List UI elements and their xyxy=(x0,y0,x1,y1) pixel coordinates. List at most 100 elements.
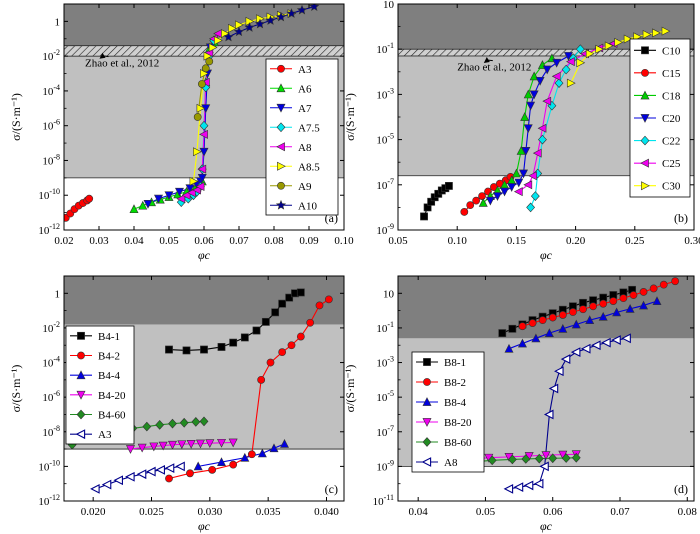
data-point xyxy=(296,4,308,15)
series-line-b8-2 xyxy=(522,280,676,327)
data-point xyxy=(193,461,203,471)
data-point xyxy=(538,316,547,325)
data-point xyxy=(534,453,544,464)
data-point xyxy=(535,76,545,86)
y-tick-label: 10-9 xyxy=(376,458,394,473)
data-point xyxy=(265,15,276,25)
data-point xyxy=(598,311,608,321)
data-point xyxy=(101,479,112,490)
legend: A3 A6 A7 A7.5 A8 A8.5 A9 A10 xyxy=(265,58,339,216)
legend-label: A7.5 xyxy=(298,122,320,134)
legend-item: A6 xyxy=(270,83,312,95)
y-tick-label: 1 xyxy=(55,288,61,300)
legend-label: B4-20 xyxy=(98,390,126,402)
y-tick-base: 10 xyxy=(42,427,54,439)
data-point xyxy=(579,305,587,314)
legend-item: C18 xyxy=(634,90,681,102)
data-point xyxy=(228,23,237,33)
data-point xyxy=(315,301,324,310)
legend-marker xyxy=(641,181,650,191)
data-point xyxy=(571,319,581,329)
data-point xyxy=(541,451,551,460)
data-point xyxy=(580,343,591,354)
y-tick-label: 10-11 xyxy=(373,493,394,508)
data-point xyxy=(195,182,205,192)
data-point xyxy=(240,452,250,462)
y-axis-label: σ/(S·m⁻¹) xyxy=(343,365,357,413)
data-point xyxy=(296,288,305,297)
y-tick-base: 10 xyxy=(42,86,54,98)
legend-label: B8-4 xyxy=(444,397,467,409)
legend-item: B8-2 xyxy=(416,377,466,389)
data-point xyxy=(158,441,168,451)
data-point xyxy=(619,294,628,303)
y-tick-label: 10-8 xyxy=(42,152,60,167)
data-point xyxy=(199,416,209,427)
legend-item: B8-20 xyxy=(416,417,472,429)
x-tick-label: 0.05 xyxy=(388,235,408,247)
data-point xyxy=(165,474,173,483)
y-tick-label: 1 xyxy=(55,16,61,28)
data-point xyxy=(591,340,601,351)
data-point xyxy=(498,329,507,338)
y-tick-base: 10 xyxy=(376,225,388,237)
legend-marker xyxy=(76,390,86,400)
data-point xyxy=(324,295,333,304)
panel-label: (d) xyxy=(674,482,688,496)
legend-item: A3 xyxy=(70,429,112,441)
data-point xyxy=(197,164,207,174)
legend-marker xyxy=(277,181,285,190)
legend-marker xyxy=(76,409,86,420)
y-tick-base: 10 xyxy=(376,44,388,56)
y-tick-exponent: -1 xyxy=(387,320,394,329)
data-point xyxy=(554,366,564,377)
data-point xyxy=(611,335,621,345)
x-axis: 0.020 0.025 0.030 0.035 0.040 xyxy=(81,276,339,518)
annotation-text: Zhao et al., 2012 xyxy=(85,58,159,70)
data-point xyxy=(90,483,100,494)
data-point xyxy=(168,418,177,429)
legend-item: A9 xyxy=(270,181,312,193)
legend-label: A8 xyxy=(444,457,458,469)
plot-frame xyxy=(63,275,345,502)
y-tick-base: 10 xyxy=(376,358,388,370)
data-point xyxy=(309,4,320,11)
data-point xyxy=(566,78,576,88)
legend-label: B4-60 xyxy=(98,410,126,422)
data-point xyxy=(537,123,547,133)
legend-item: A8 xyxy=(270,142,312,154)
legend-label: A3 xyxy=(298,64,312,76)
x-tick-label: 0.06 xyxy=(543,506,563,518)
data-point xyxy=(623,34,633,44)
data-point xyxy=(287,341,296,350)
data-point xyxy=(125,471,135,482)
legend-marker xyxy=(422,397,432,406)
legend-marker xyxy=(277,161,286,171)
data-point xyxy=(154,194,163,204)
data-point xyxy=(189,176,199,186)
data-point xyxy=(642,30,652,40)
y-tick-exponent: -5 xyxy=(387,132,394,141)
y-tick-exponent: -5 xyxy=(387,389,394,398)
data-point xyxy=(286,8,297,18)
data-point xyxy=(551,71,561,81)
y-tick-label: 10-12 xyxy=(38,222,60,237)
y-tick-base: 10 xyxy=(38,461,50,473)
data-point xyxy=(528,171,537,181)
y-tick-base: 10 xyxy=(42,358,54,370)
y-tick-base: 10 xyxy=(376,461,388,473)
data-point xyxy=(165,345,173,354)
legend-label: A9 xyxy=(298,181,312,193)
y-tick-base: 10 xyxy=(376,427,388,439)
legend-item: C30 xyxy=(634,181,681,193)
legend-marker xyxy=(276,103,286,113)
data-point xyxy=(240,333,249,342)
y-tick-exponent: -6 xyxy=(53,389,60,398)
panel-label: (b) xyxy=(674,211,688,225)
data-point xyxy=(487,455,497,466)
y-tick-label: 10-1 xyxy=(376,41,394,56)
x-axis-label: φc xyxy=(540,519,553,533)
data-point xyxy=(472,196,481,205)
data-point xyxy=(205,57,214,66)
